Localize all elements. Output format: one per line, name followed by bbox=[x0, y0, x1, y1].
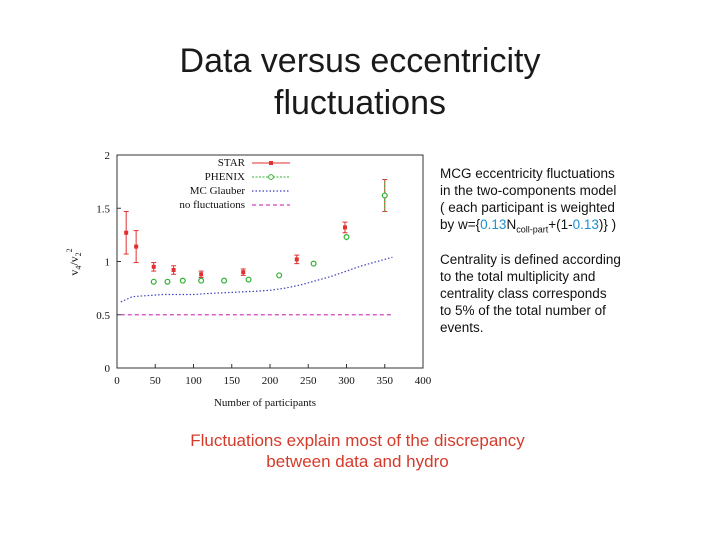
data-point-phenix bbox=[221, 277, 228, 284]
notes-text: N bbox=[506, 217, 517, 232]
legend: STAR PHENIX MC Glauber no fluctuations bbox=[179, 157, 290, 211]
marker bbox=[124, 230, 129, 235]
notes-line: to the total multiplicity and bbox=[440, 268, 596, 284]
notes-line: events. bbox=[440, 319, 484, 335]
data-point-phenix bbox=[164, 278, 171, 285]
conclusion-text: Fluctuations explain most of the discrep… bbox=[100, 430, 615, 472]
slide-title-line2: fluctuations bbox=[274, 84, 446, 122]
slide-title: Data versus eccentricity fluctuations bbox=[60, 40, 660, 124]
notes-line: Centrality is defined according bbox=[440, 251, 621, 267]
data-point-phenix bbox=[245, 276, 252, 283]
data-point-phenix bbox=[276, 272, 283, 279]
marker bbox=[294, 257, 299, 262]
y-tick-label: 0 bbox=[105, 363, 111, 375]
marker bbox=[276, 272, 283, 279]
marker bbox=[164, 278, 171, 285]
marker bbox=[198, 277, 205, 284]
x-tick-label: 200 bbox=[262, 375, 279, 387]
marker bbox=[381, 192, 388, 199]
y-tick-label: 2 bbox=[105, 150, 111, 162]
n-subscript: coll-part bbox=[516, 224, 549, 235]
x-tick-label: 250 bbox=[300, 375, 317, 387]
marker bbox=[241, 270, 246, 275]
legend-marker-star bbox=[269, 161, 273, 165]
series-line-mc-glauber bbox=[120, 256, 393, 303]
legend-label-mc-glauber: MC Glauber bbox=[190, 185, 246, 197]
x-tick-label: 100 bbox=[185, 375, 202, 387]
notes-text: +(1- bbox=[548, 217, 573, 232]
conclusion-line1: Fluctuations explain most of the discrep… bbox=[190, 431, 525, 450]
slide-title-line1: Data versus eccentricity bbox=[179, 42, 541, 80]
marker bbox=[310, 260, 317, 267]
x-tick-label: 150 bbox=[224, 375, 241, 387]
notes-line: in the two-components model bbox=[440, 183, 617, 198]
data-point-star bbox=[171, 265, 177, 275]
marker bbox=[221, 277, 228, 284]
y-tick-label: 0.5 bbox=[96, 310, 110, 322]
x-tick-label: 50 bbox=[150, 375, 162, 387]
legend-marker-phenix bbox=[268, 174, 274, 180]
data-point-star bbox=[151, 262, 157, 272]
marker bbox=[199, 272, 204, 277]
notes-line: ( each participant is weighted bbox=[440, 200, 615, 215]
notes-text: by w={ bbox=[440, 217, 481, 232]
data-point-star bbox=[198, 270, 204, 278]
notes-line: to 5% of the total number of bbox=[440, 302, 606, 318]
data-point-phenix bbox=[381, 179, 388, 212]
data-point-star bbox=[240, 268, 246, 276]
notes-text: )} ) bbox=[598, 217, 617, 232]
data-point-phenix bbox=[198, 277, 205, 284]
weight-coefficient: 0.13 bbox=[572, 217, 599, 232]
notes-panel: MCG eccentricity fluctuations in the two… bbox=[440, 165, 710, 348]
marker bbox=[179, 277, 186, 284]
marker bbox=[150, 278, 157, 285]
y-axis-label: v4/v22 bbox=[65, 248, 83, 275]
weight-coefficient: 0.13 bbox=[480, 217, 507, 232]
conclusion-line2: between data and hydro bbox=[266, 452, 449, 471]
data-point-star bbox=[123, 210, 129, 255]
plot-frame bbox=[116, 154, 424, 369]
data-point-phenix bbox=[343, 233, 350, 241]
y-tick-label: 1.5 bbox=[96, 203, 110, 215]
marker bbox=[343, 234, 350, 241]
notes-line: centrality class corresponds bbox=[440, 285, 607, 301]
marker bbox=[171, 268, 176, 273]
x-tick-label: 300 bbox=[338, 375, 355, 387]
notes-line: MCG eccentricity fluctuations bbox=[440, 166, 615, 181]
notes-paragraph-weighting: MCG eccentricity fluctuations in the two… bbox=[440, 165, 710, 239]
marker bbox=[151, 264, 156, 269]
x-tick-label: 350 bbox=[377, 375, 394, 387]
x-axis-label: Number of participants bbox=[214, 397, 316, 409]
legend-label-no-fluctuations: no fluctuations bbox=[179, 199, 245, 211]
y-tick-label: 1 bbox=[105, 257, 111, 269]
data-point-star bbox=[133, 230, 139, 264]
marker bbox=[245, 276, 252, 283]
x-tick-label: 400 bbox=[415, 375, 432, 387]
notes-paragraph-centrality: Centrality is defined according to the t… bbox=[440, 251, 710, 336]
x-tick-label: 0 bbox=[114, 375, 120, 387]
data-point-phenix bbox=[179, 277, 186, 284]
marker bbox=[134, 244, 139, 249]
legend-label-star: STAR bbox=[218, 157, 246, 169]
data-point-star bbox=[294, 254, 300, 265]
data-point-star bbox=[342, 221, 348, 234]
data-point-phenix bbox=[150, 278, 157, 285]
data-point-phenix bbox=[310, 260, 317, 267]
marker bbox=[342, 225, 347, 230]
legend-label-phenix: PHENIX bbox=[205, 171, 245, 183]
